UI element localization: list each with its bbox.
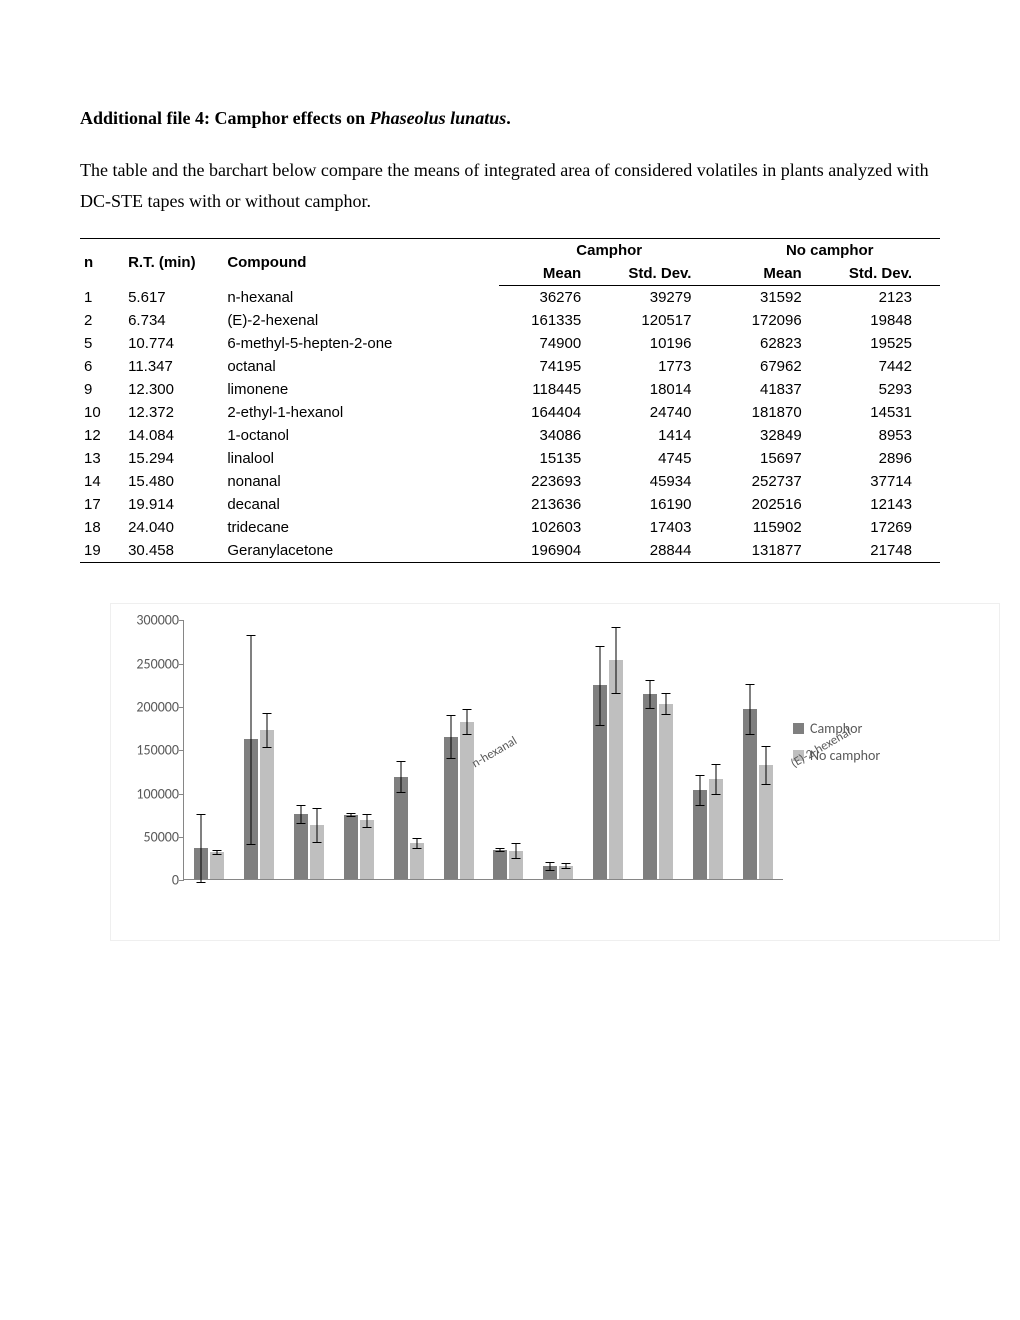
bar [659, 704, 673, 880]
table-row: 1415.480nonanal2236934593425273737714 [80, 470, 940, 493]
bar [260, 730, 274, 879]
table-row: 1214.0841-octanol340861414328498953 [80, 424, 940, 447]
bar-group [384, 620, 434, 879]
description-text: The table and the barchart below compare… [80, 155, 940, 216]
bar-chart: 050000100000150000200000250000300000 n-h… [110, 603, 1000, 941]
table-row: 1824.040tridecane1026031740311590217269 [80, 516, 940, 539]
bar-group [533, 620, 583, 879]
bar [244, 739, 258, 879]
table-row: 1930.458Geranylacetone196904288441318772… [80, 539, 940, 563]
data-table: n R.T. (min) Compound Camphor No camphor… [80, 238, 940, 563]
y-tick-label: 0 [115, 872, 179, 889]
table-row: 1719.914decanal2136361619020251612143 [80, 493, 940, 516]
bar [410, 843, 424, 879]
bar-group [583, 620, 633, 879]
bar-group [683, 620, 733, 879]
table-row: 611.347octanal741951773679627442 [80, 355, 940, 378]
th-rt: R.T. (min) [124, 239, 223, 286]
bar-group [434, 620, 484, 879]
y-tick-label: 200000 [115, 698, 179, 715]
th-n: n [80, 239, 124, 286]
bar [444, 737, 458, 879]
bar [609, 660, 623, 879]
y-tick-label: 150000 [115, 742, 179, 759]
page-title: Additional file 4: Camphor effects on Ph… [80, 108, 940, 129]
table-row: 510.7746-methyl-5-hepten-2-one7490010196… [80, 332, 940, 355]
bar [194, 848, 208, 879]
y-tick-label: 300000 [115, 612, 179, 629]
x-tick-label: 6-methyl-5-hepten-2-one [891, 694, 1020, 906]
table-row: 912.300limonene11844518014418375293 [80, 378, 940, 401]
bar [593, 685, 607, 879]
th-camphor: Camphor [499, 239, 720, 263]
bar-group [733, 620, 783, 879]
y-tick-label: 250000 [115, 655, 179, 672]
bar [493, 850, 507, 880]
table-row: 15.617n-hexanal3627639279315922123 [80, 286, 940, 310]
bar [559, 866, 573, 880]
table-row: 26.734(E)-2-hexenal161335120517172096198… [80, 309, 940, 332]
bar [709, 779, 723, 879]
y-tick-label: 100000 [115, 785, 179, 802]
title-prefix: Additional file 4: Camphor effects on [80, 108, 370, 128]
bar [210, 852, 224, 879]
bar [460, 722, 474, 880]
legend-swatch-camphor [793, 723, 804, 734]
th-std1: Std. Dev. [609, 262, 719, 286]
bar [394, 777, 408, 880]
bar [509, 851, 523, 879]
th-std2: Std. Dev. [830, 262, 940, 286]
th-compound: Compound [223, 239, 499, 286]
table-row: 1315.294linalool151354745156972896 [80, 447, 940, 470]
th-nocamphor: No camphor [719, 239, 940, 263]
th-mean2: Mean [719, 262, 829, 286]
bar-group [184, 620, 234, 879]
y-tick-label: 50000 [115, 828, 179, 845]
table-row: 1012.3722-ethyl-1-hexanol164404247401818… [80, 401, 940, 424]
title-species: Phaseolus lunatus [370, 108, 507, 128]
bar-group [234, 620, 284, 879]
th-mean1: Mean [499, 262, 609, 286]
bar [543, 866, 557, 879]
bar [693, 790, 707, 879]
title-suffix: . [506, 108, 511, 128]
